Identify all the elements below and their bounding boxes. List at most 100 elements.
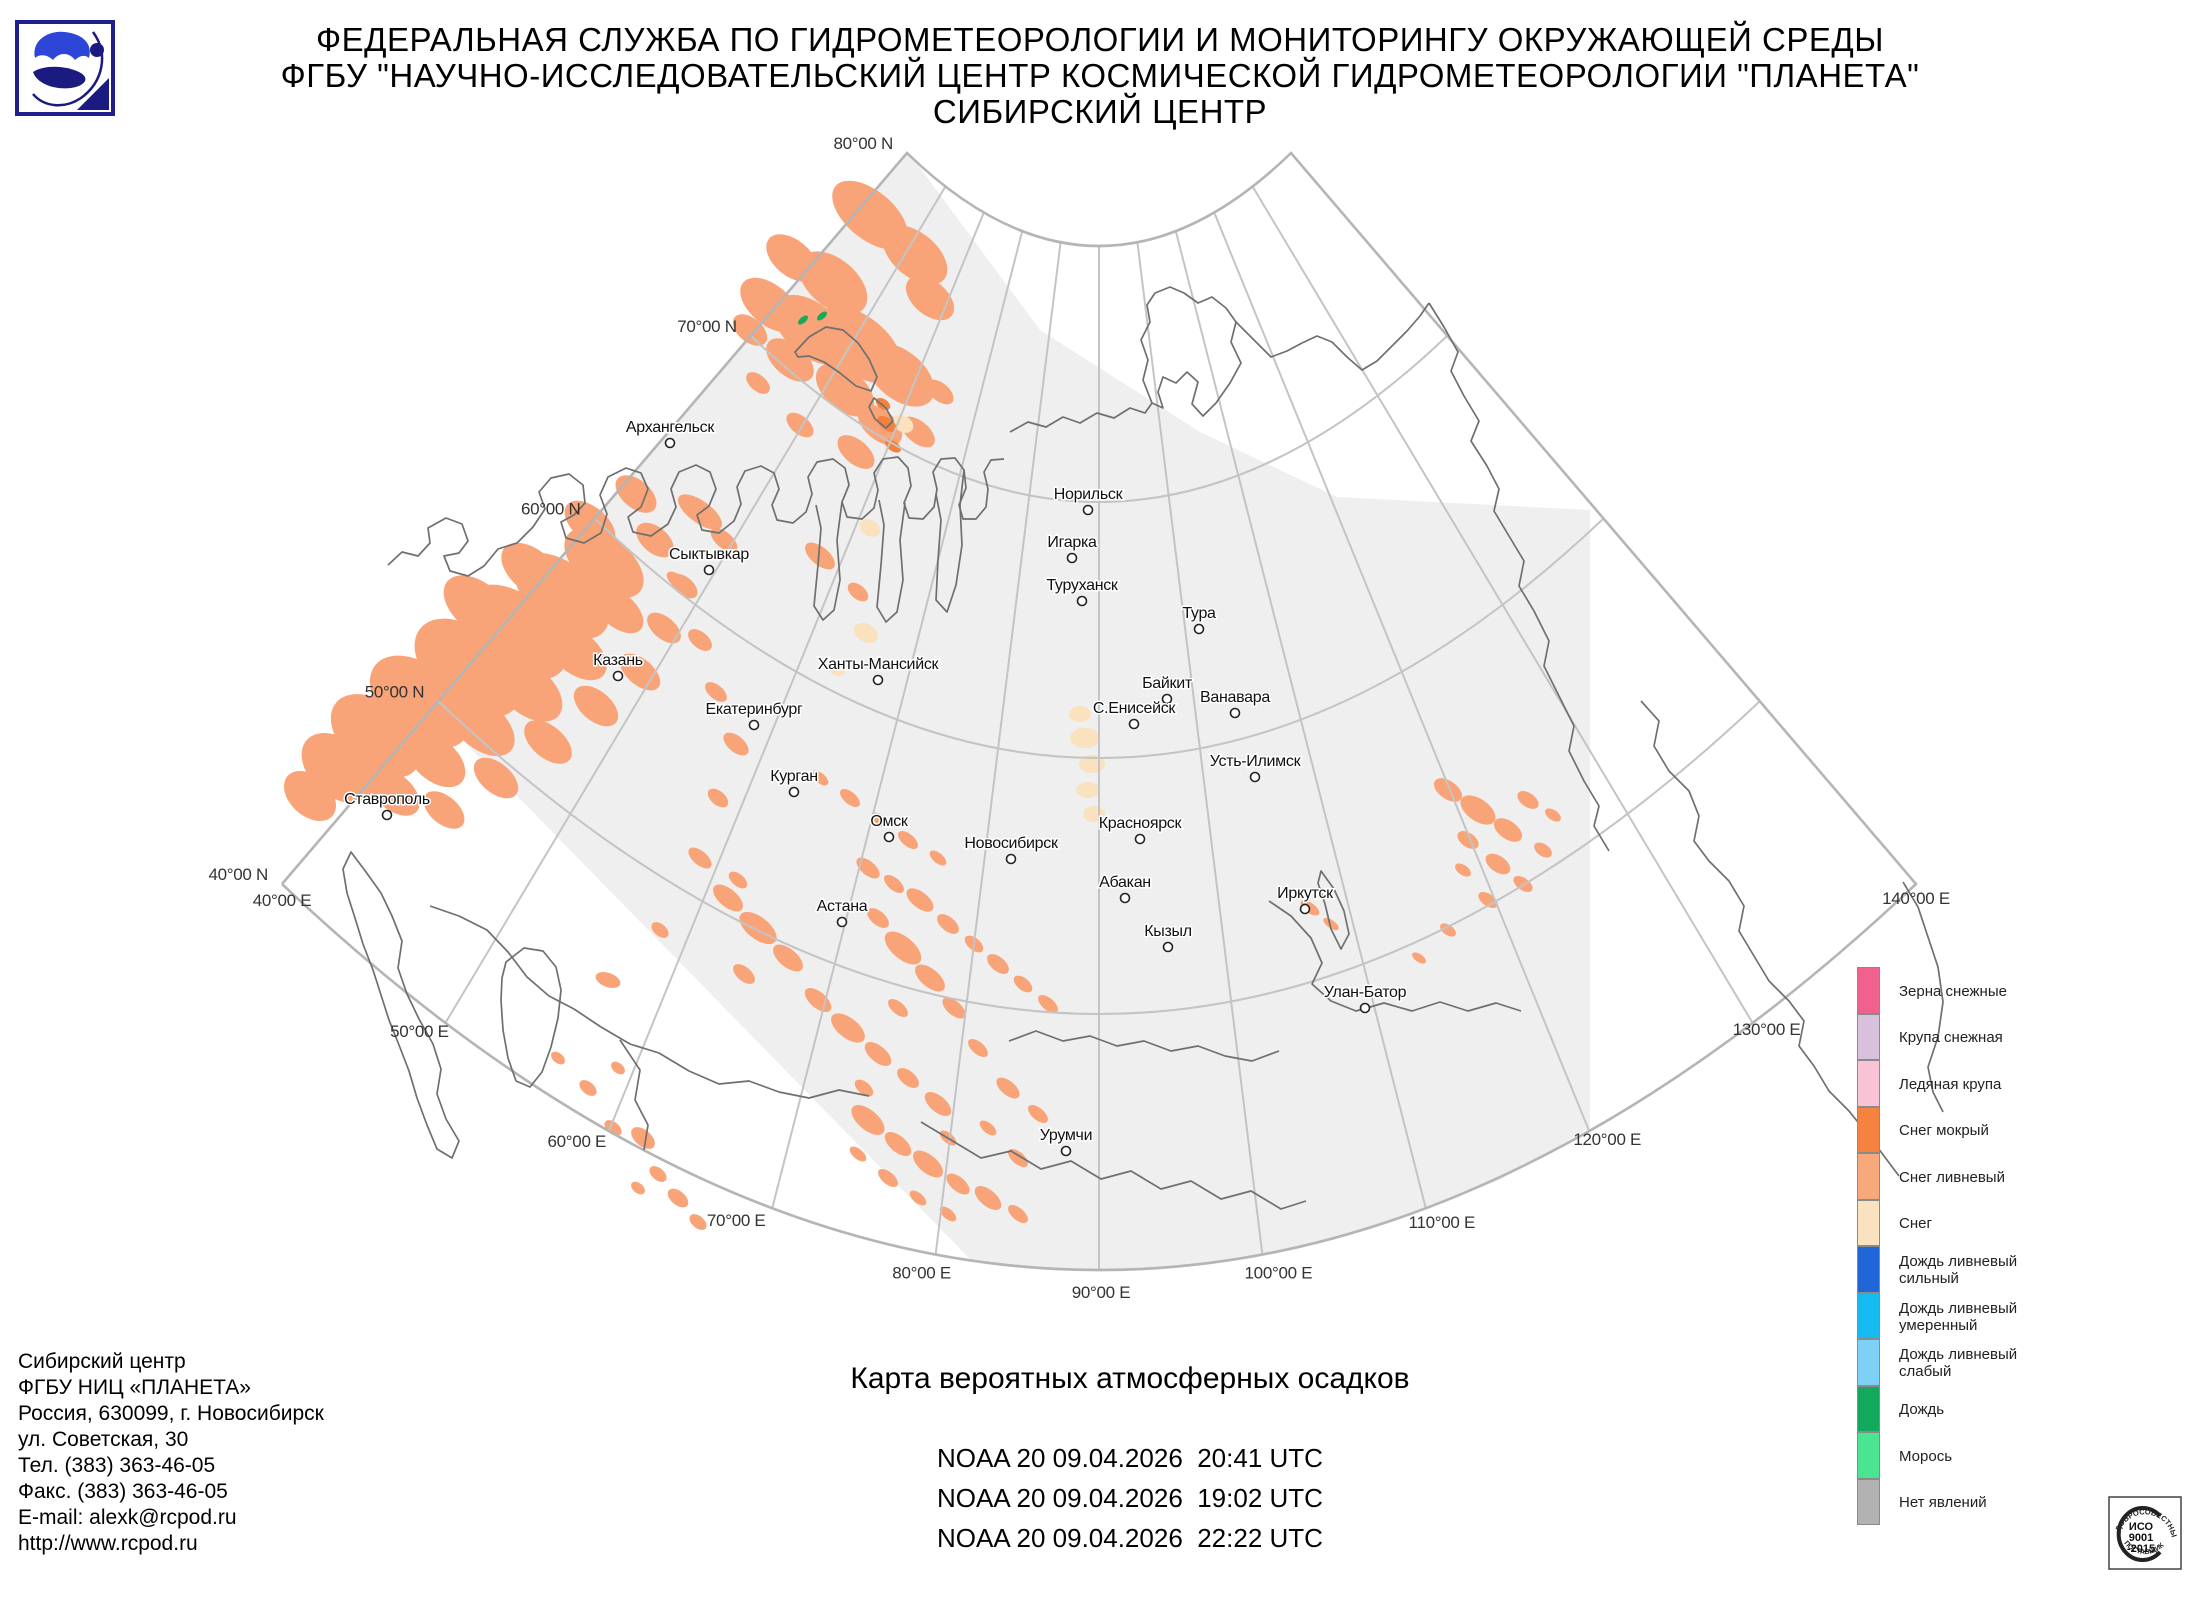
precip-area-sh bbox=[368, 768, 420, 816]
precip-area-rn bbox=[817, 311, 827, 321]
precip-area-sh bbox=[773, 944, 803, 972]
legend-swatch bbox=[1857, 1153, 1880, 1200]
legend-swatch bbox=[1857, 1292, 1880, 1339]
precip-area-sh bbox=[631, 1127, 655, 1149]
legend-label: Крупа снежная bbox=[1899, 1029, 2003, 1047]
city-label: Астана bbox=[817, 898, 868, 915]
lat-label-80N: 80°00 N bbox=[833, 134, 893, 153]
precip-area-sh bbox=[1534, 842, 1552, 858]
precip-area-sn bbox=[826, 660, 846, 676]
precip-area-sh bbox=[573, 685, 619, 727]
city-label: Сыктывкар bbox=[669, 546, 749, 563]
coastline bbox=[500, 947, 562, 1088]
precip-area-sh bbox=[865, 343, 935, 407]
coastline bbox=[868, 397, 894, 429]
precip-area-sh bbox=[647, 612, 681, 644]
precip-area-sh bbox=[831, 1013, 865, 1043]
city-marker bbox=[703, 564, 715, 576]
precip-area-sh bbox=[283, 771, 337, 821]
legend-label: Ледяная крупа bbox=[1899, 1075, 2002, 1093]
city-marker bbox=[1161, 693, 1173, 705]
precip-area-sh bbox=[688, 629, 712, 651]
precip-area-sh bbox=[840, 789, 860, 807]
precip-area-sh bbox=[811, 770, 829, 786]
header-line3: СИБИРСКИЙ ЦЕНТР bbox=[932, 93, 1268, 130]
map-title: Карта вероятных атмосферных осадков bbox=[850, 1362, 1410, 1395]
lon-label-60E: 60°00 E bbox=[548, 1132, 607, 1151]
city-marker bbox=[612, 670, 624, 682]
city-label: С.Енисейск bbox=[1093, 700, 1177, 717]
precip-area-sh bbox=[1013, 975, 1033, 993]
satellite-swath bbox=[433, 153, 1590, 1270]
city-marker bbox=[872, 674, 884, 686]
precip-area-sh bbox=[1455, 863, 1471, 877]
precip-area-sh bbox=[1493, 818, 1523, 842]
city-marker bbox=[1249, 771, 1261, 783]
meridian-120E bbox=[1213, 212, 1591, 1132]
contact-line: ул. Советская, 30 bbox=[18, 1428, 189, 1451]
meridian-80E bbox=[934, 242, 1062, 1255]
coastline bbox=[429, 905, 870, 1099]
precip-area-sh bbox=[798, 251, 868, 315]
lon-label-70E: 70°00 E bbox=[707, 1211, 766, 1230]
precip-area-sh bbox=[837, 435, 875, 469]
precip-area-sh bbox=[667, 1188, 689, 1208]
precip-area-sh bbox=[1323, 917, 1339, 931]
precip-area-sh bbox=[524, 720, 572, 764]
precip-area-sh bbox=[636, 522, 674, 558]
legend-label: Снег bbox=[1899, 1215, 1932, 1233]
contact-line: http://www.rcpod.ru bbox=[18, 1532, 198, 1555]
precip-area-sh bbox=[728, 871, 748, 889]
precip-area-sh bbox=[688, 847, 712, 869]
city-label: Норильск bbox=[1054, 486, 1124, 503]
lat-label-40N: 40°00 N bbox=[208, 865, 268, 884]
lon-label-90E: 90°00 E bbox=[1072, 1283, 1131, 1302]
planeta-logo bbox=[15, 20, 115, 116]
precip-area-sh bbox=[707, 788, 729, 808]
noaa-passes-list: NOAA 20 09.04.2026 20:41 UTC NOAA 20 09.0… bbox=[937, 1438, 1323, 1558]
legend-swatch bbox=[1857, 1432, 1880, 1479]
contact-line: Тел. (383) 363-46-05 bbox=[18, 1454, 216, 1477]
precip-area-sh bbox=[913, 1150, 943, 1178]
coastline bbox=[876, 499, 906, 623]
legend-swatch bbox=[1857, 1478, 1880, 1525]
coastline bbox=[1268, 900, 1522, 1012]
city-marker bbox=[1134, 833, 1146, 845]
precip-area-sh bbox=[856, 857, 880, 879]
contact-line: E-mail: alexk@rcpod.ru bbox=[18, 1506, 237, 1529]
footer-block: Карта вероятных атмосферных осадков NOAA… bbox=[750, 1362, 1510, 1558]
city-label: Усть-Илимск bbox=[1210, 753, 1302, 770]
precip-area-sh bbox=[1038, 995, 1058, 1013]
legend-label: Снег мокрый bbox=[1899, 1122, 1989, 1140]
meridian-60E bbox=[607, 212, 985, 1132]
noaa-pass-line: NOAA 20 09.04.2026 19:02 UTC bbox=[937, 1483, 1323, 1513]
lat-label-50N: 50°00 N bbox=[365, 682, 425, 701]
city-marker bbox=[1076, 595, 1088, 607]
city-marker bbox=[1005, 853, 1017, 865]
precip-area-sn bbox=[853, 622, 879, 644]
city-label: Ставрополь bbox=[344, 791, 430, 808]
legend-label: Зерна снежные bbox=[1899, 982, 2007, 1000]
city-marker bbox=[1193, 623, 1205, 635]
precip-area-sh bbox=[979, 1120, 997, 1136]
precip-area-sh bbox=[867, 908, 889, 928]
precip-area-sh bbox=[942, 997, 966, 1019]
precip-area-sh bbox=[689, 1214, 707, 1230]
coastline bbox=[1009, 286, 1242, 433]
city-label: Туруханск bbox=[1046, 577, 1119, 594]
precip-area-sh bbox=[406, 732, 466, 788]
coastline bbox=[794, 326, 878, 392]
city-marker bbox=[788, 786, 800, 798]
precip-area-sh bbox=[611, 1061, 625, 1075]
precip-area-sh bbox=[705, 682, 727, 702]
precip-area-sn bbox=[859, 519, 881, 537]
precip-area-sh bbox=[946, 1173, 970, 1195]
legend-label: Снег ливневый bbox=[1899, 1168, 2005, 1186]
logo-corner-triangle bbox=[77, 78, 109, 110]
precip-area-sh bbox=[939, 1206, 957, 1222]
precip-area-sh bbox=[854, 1079, 874, 1097]
coastline bbox=[387, 456, 1005, 577]
header-line2: ФГБУ "НАУЧНО-ИССЛЕДОВАТЕЛЬСКИЙ ЦЕНТР КОС… bbox=[280, 57, 1920, 94]
precip-area-sn bbox=[892, 415, 914, 433]
